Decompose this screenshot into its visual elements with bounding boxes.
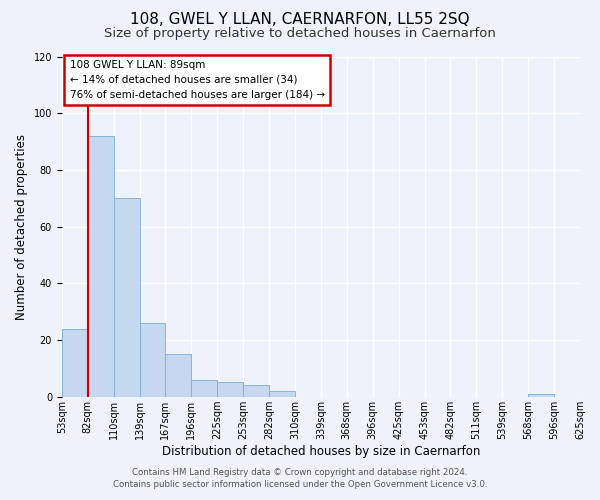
Bar xyxy=(113,198,140,396)
Bar xyxy=(140,323,166,396)
Bar xyxy=(191,380,217,396)
Bar xyxy=(166,354,191,397)
Text: Size of property relative to detached houses in Caernarfon: Size of property relative to detached ho… xyxy=(104,28,496,40)
Text: 108 GWEL Y LLAN: 89sqm
← 14% of detached houses are smaller (34)
76% of semi-det: 108 GWEL Y LLAN: 89sqm ← 14% of detached… xyxy=(70,60,325,100)
Y-axis label: Number of detached properties: Number of detached properties xyxy=(15,134,28,320)
Bar xyxy=(269,391,295,396)
Bar xyxy=(243,386,269,396)
Text: 108, GWEL Y LLAN, CAERNARFON, LL55 2SQ: 108, GWEL Y LLAN, CAERNARFON, LL55 2SQ xyxy=(130,12,470,28)
Text: Contains HM Land Registry data © Crown copyright and database right 2024.
Contai: Contains HM Land Registry data © Crown c… xyxy=(113,468,487,489)
Bar xyxy=(88,136,113,396)
X-axis label: Distribution of detached houses by size in Caernarfon: Distribution of detached houses by size … xyxy=(162,444,480,458)
Bar xyxy=(217,382,243,396)
Bar xyxy=(528,394,554,396)
Bar xyxy=(62,328,88,396)
